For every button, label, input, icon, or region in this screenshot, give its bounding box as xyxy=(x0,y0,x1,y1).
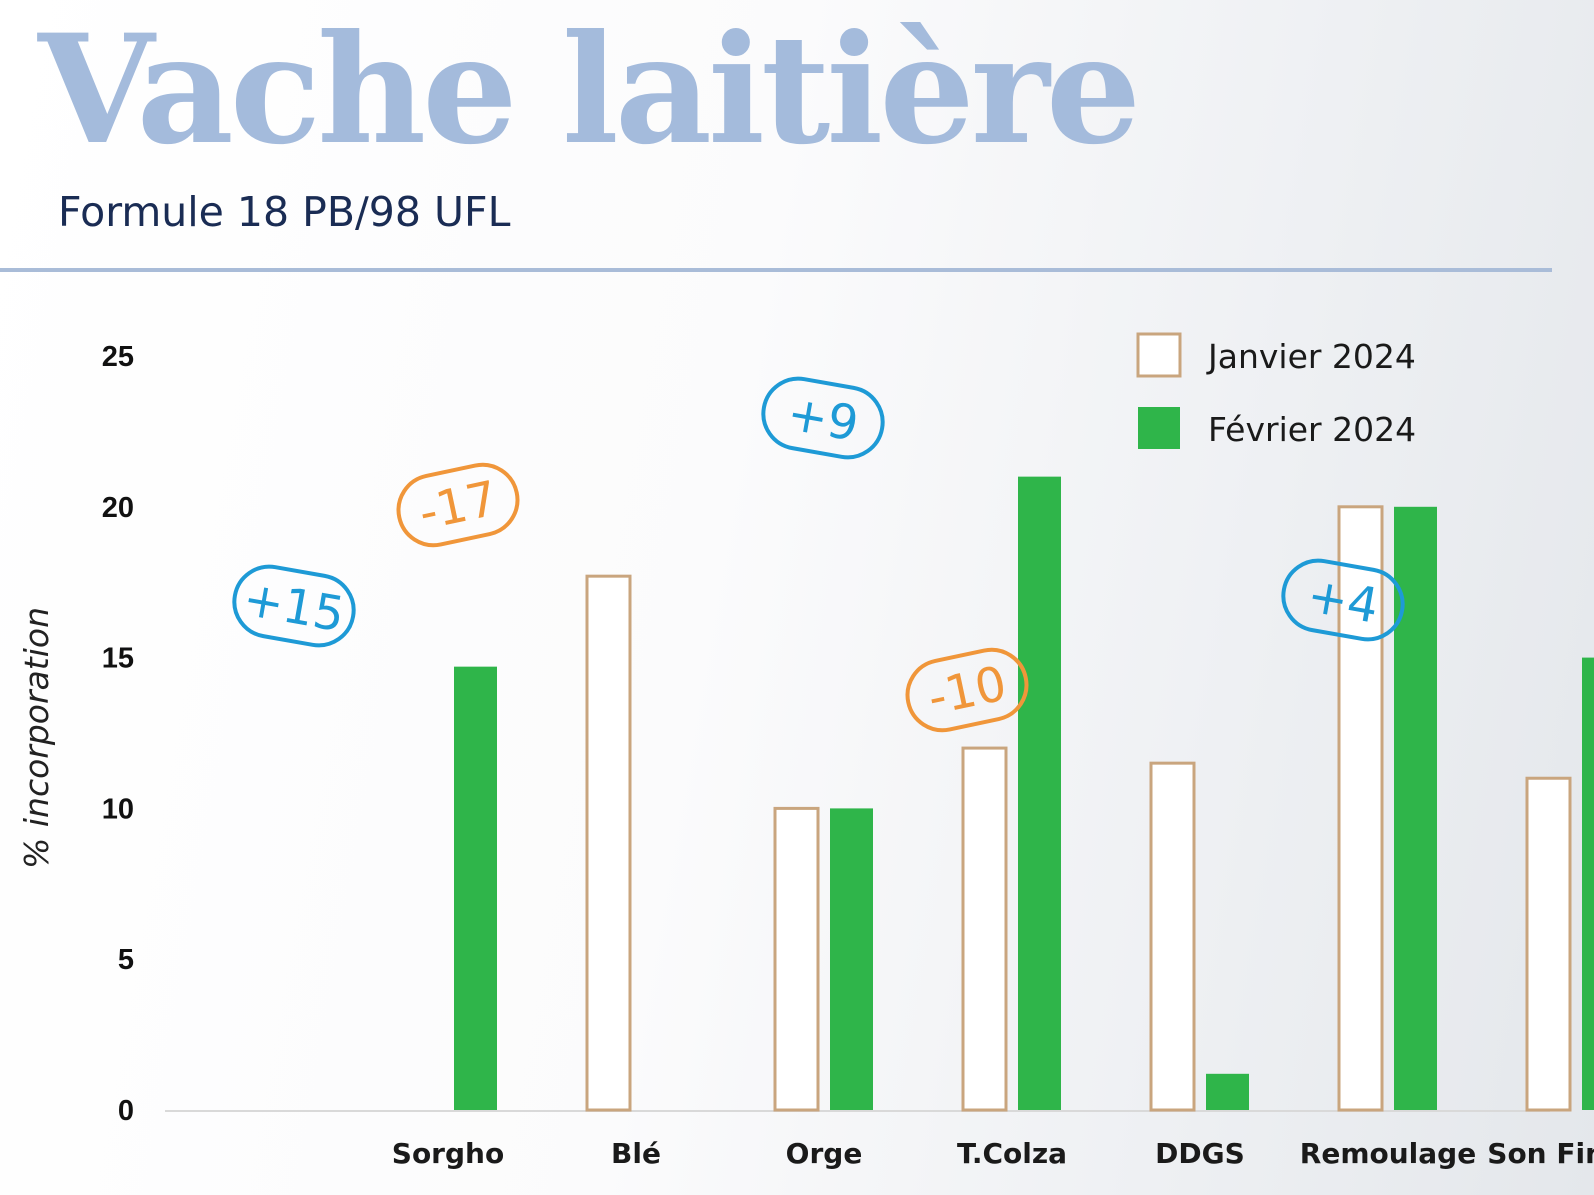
change-badge: -17 xyxy=(396,462,520,548)
bar-fevrier-2024 xyxy=(454,666,497,1110)
change-badge: +15 xyxy=(232,564,356,648)
bar-fevrier-2024 xyxy=(830,808,873,1110)
page-subtitle: Formule 18 PB/98 UFL xyxy=(58,188,511,236)
y-tick-label: 15 xyxy=(102,643,134,675)
y-axis-label: % incorporation xyxy=(17,607,56,869)
bar-janvier-2024 xyxy=(773,806,820,1112)
bar-janvier-2024 xyxy=(1337,505,1384,1112)
legend-label-janvier: Janvier 2024 xyxy=(1206,337,1416,376)
bar-janvier-2024 xyxy=(961,746,1008,1112)
y-tick-label: 25 xyxy=(102,341,134,373)
bar-fevrier-2024 xyxy=(1582,657,1594,1110)
x-tick-label: Blé xyxy=(611,1137,661,1170)
legend-label-fevrier: Février 2024 xyxy=(1208,410,1416,449)
change-badge: +9 xyxy=(761,376,885,460)
bar-janvier-2024 xyxy=(1149,761,1196,1112)
legend-swatch-fevrier xyxy=(1138,407,1180,449)
legend-swatch-janvier xyxy=(1136,332,1182,378)
x-tick-label: Remoulage xyxy=(1300,1137,1476,1170)
bar-janvier-2024 xyxy=(1525,776,1572,1112)
y-tick-label: 20 xyxy=(102,492,134,524)
x-tick-label: T.Colza xyxy=(957,1137,1067,1170)
badge-outline xyxy=(1281,558,1405,642)
badge-label: -10 xyxy=(923,655,1011,726)
badge-outline xyxy=(396,462,520,548)
bar-fevrier-2024 xyxy=(1018,476,1061,1110)
x-tick-label: Sorgho xyxy=(392,1137,504,1170)
y-tick-label: 10 xyxy=(102,793,134,825)
change-badge: -10 xyxy=(905,647,1029,733)
y-tick-label: 0 xyxy=(118,1095,134,1127)
x-tick-label: Son Fin Blé xyxy=(1487,1137,1594,1170)
bar-janvier-2024 xyxy=(585,574,632,1112)
bar-fevrier-2024 xyxy=(1206,1073,1249,1110)
badge-label: -17 xyxy=(414,470,502,541)
page-title: Vache laitière xyxy=(38,2,1141,178)
change-badge: +4 xyxy=(1281,558,1405,642)
x-tick-label: Orge xyxy=(786,1137,863,1170)
title-divider xyxy=(0,268,1552,272)
badge-label: +4 xyxy=(1303,567,1382,634)
badge-label: +9 xyxy=(783,385,862,452)
badge-outline xyxy=(761,376,885,460)
y-tick-label: 5 xyxy=(118,944,134,976)
x-tick-label: DDGS xyxy=(1155,1137,1245,1170)
badge-outline xyxy=(905,647,1029,733)
badge-outline xyxy=(232,564,356,648)
